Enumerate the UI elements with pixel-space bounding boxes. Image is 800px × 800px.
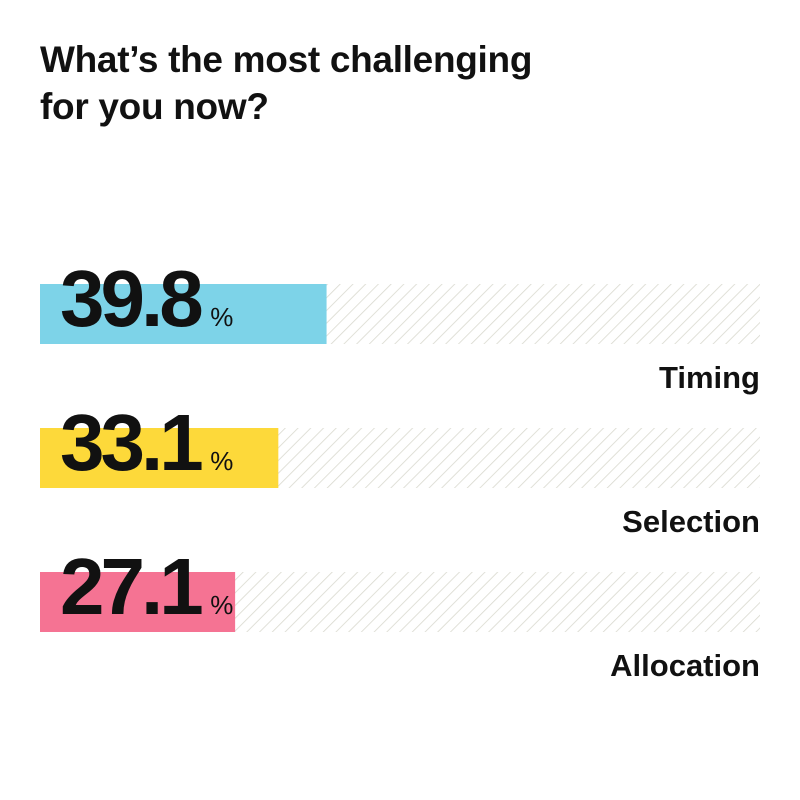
bar-row-timing: 39.8 % Timing	[40, 254, 760, 395]
bar-allocation	[40, 572, 236, 632]
bar-timing	[40, 284, 327, 344]
percent-sign: %	[210, 302, 233, 332]
category-label: Allocation	[610, 648, 760, 683]
category-label: Timing	[659, 360, 760, 395]
bar-row-allocation: 27.1 % Allocation	[40, 542, 760, 683]
value-label: 33.1	[60, 398, 202, 487]
value-label: 27.1	[60, 542, 202, 631]
value-label: 39.8	[60, 254, 202, 343]
percent-sign: %	[210, 446, 233, 476]
bar-row-selection: 33.1 % Selection	[40, 398, 760, 539]
bar-selection	[40, 428, 279, 488]
chart-title-line-1: What’s the most challenging	[40, 39, 533, 80]
percent-sign: %	[210, 590, 233, 620]
category-label: Selection	[622, 504, 760, 539]
chart-title: What’s the most challenging for you now?	[40, 36, 660, 130]
chart-title-line-2: for you now?	[40, 86, 269, 127]
